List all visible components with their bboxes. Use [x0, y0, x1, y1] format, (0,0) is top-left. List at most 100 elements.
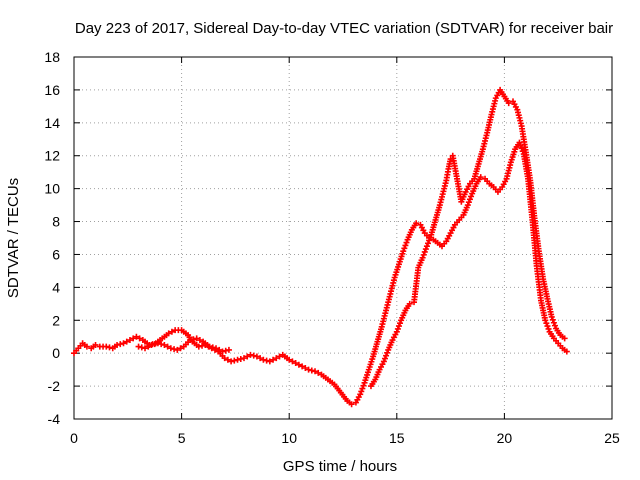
- series-1: [367, 86, 568, 390]
- data-point: [464, 202, 471, 209]
- data-point: [190, 336, 197, 343]
- data-point: [421, 248, 428, 255]
- data-point: [422, 246, 429, 253]
- data-point: [308, 367, 315, 374]
- data-point: [253, 353, 260, 360]
- data-point: [114, 341, 121, 348]
- x-tick-label: 20: [497, 430, 513, 446]
- data-point: [406, 300, 413, 307]
- series-0: [71, 139, 570, 408]
- data-point: [315, 369, 322, 376]
- data-point: [167, 345, 174, 352]
- data-point: [123, 338, 130, 345]
- data-point: [171, 346, 178, 353]
- data-point: [213, 345, 220, 352]
- data-point: [120, 340, 127, 347]
- data-point: [145, 343, 152, 350]
- data-point: [221, 355, 228, 362]
- y-tick-label: -2: [48, 378, 61, 394]
- y-tick-label: 16: [44, 82, 60, 98]
- x-tick-label: 15: [389, 430, 405, 446]
- data-point: [83, 343, 90, 350]
- data-point: [195, 343, 202, 350]
- chart-title: Day 223 of 2017, Sidereal Day-to-day VTE…: [75, 20, 613, 37]
- axis-ticks: 0 5 10 15 20 25 -4 -2 0 2 4 6 8 10 12 14 16 18: [44, 49, 620, 446]
- data-point: [384, 349, 391, 356]
- data-point: [292, 360, 299, 367]
- data-point: [358, 388, 365, 395]
- y-tick-label: 6: [52, 246, 60, 262]
- data-point: [266, 358, 273, 365]
- data-point: [234, 356, 241, 363]
- data-point: [302, 364, 309, 371]
- data-point: [177, 345, 184, 352]
- data-point: [231, 357, 238, 364]
- data-point: [543, 320, 550, 327]
- data-point: [550, 319, 557, 326]
- data-point: [299, 363, 306, 370]
- data-point: [154, 340, 161, 347]
- data-point: [383, 352, 390, 359]
- data-point: [148, 341, 155, 348]
- data-point: [158, 341, 165, 348]
- y-tick-label: 4: [52, 279, 60, 295]
- data-point: [561, 335, 568, 342]
- data-point: [348, 401, 355, 408]
- data-point: [138, 344, 145, 351]
- data-point: [263, 357, 270, 364]
- data-point: [257, 355, 264, 362]
- plot-frame: [73, 56, 613, 420]
- data-point: [247, 351, 254, 358]
- y-tick-label: 0: [52, 345, 60, 361]
- data-point: [224, 356, 231, 363]
- data-point: [289, 358, 296, 365]
- data-point: [359, 385, 366, 392]
- data-point: [397, 320, 404, 327]
- data-point: [393, 328, 400, 335]
- data-point: [260, 356, 267, 363]
- data-point: [103, 343, 110, 350]
- data-point: [174, 346, 181, 353]
- data-point: [477, 174, 484, 181]
- x-tick-label: 0: [70, 430, 78, 446]
- data-point: [209, 344, 216, 351]
- data-point: [228, 358, 235, 365]
- data-point: [468, 193, 475, 200]
- data-point: [117, 341, 124, 348]
- data-point: [241, 355, 248, 362]
- data-point: [237, 355, 244, 362]
- data-point: [196, 337, 203, 344]
- data-point: [380, 358, 387, 365]
- data-point: [505, 100, 512, 107]
- data-point: [305, 366, 312, 373]
- y-tick-label: 12: [44, 148, 60, 164]
- data-point: [381, 355, 388, 362]
- data-point: [133, 333, 140, 340]
- data-point: [551, 322, 558, 329]
- y-tick-label: 8: [52, 214, 60, 230]
- y-tick-label: 10: [44, 181, 60, 197]
- data-point: [402, 242, 409, 249]
- data-point: [548, 313, 555, 320]
- data-point: [465, 199, 472, 206]
- data-point: [295, 361, 302, 368]
- data-point: [427, 234, 434, 241]
- data-point: [425, 240, 432, 247]
- x-axis-label: GPS time / hours: [283, 458, 397, 475]
- data-point: [225, 346, 232, 353]
- data-point: [357, 391, 364, 398]
- y-tick-label: -4: [48, 411, 61, 427]
- data-point: [142, 345, 149, 352]
- data-point: [360, 382, 367, 389]
- data-point: [164, 343, 171, 350]
- series-2: [135, 335, 232, 355]
- data-point: [219, 348, 226, 355]
- data-point: [135, 343, 142, 350]
- data-point: [244, 353, 251, 360]
- data-point: [273, 355, 280, 362]
- data-point: [126, 337, 133, 344]
- data-point: [193, 335, 200, 342]
- data-point: [518, 145, 525, 152]
- data-point: [403, 239, 410, 246]
